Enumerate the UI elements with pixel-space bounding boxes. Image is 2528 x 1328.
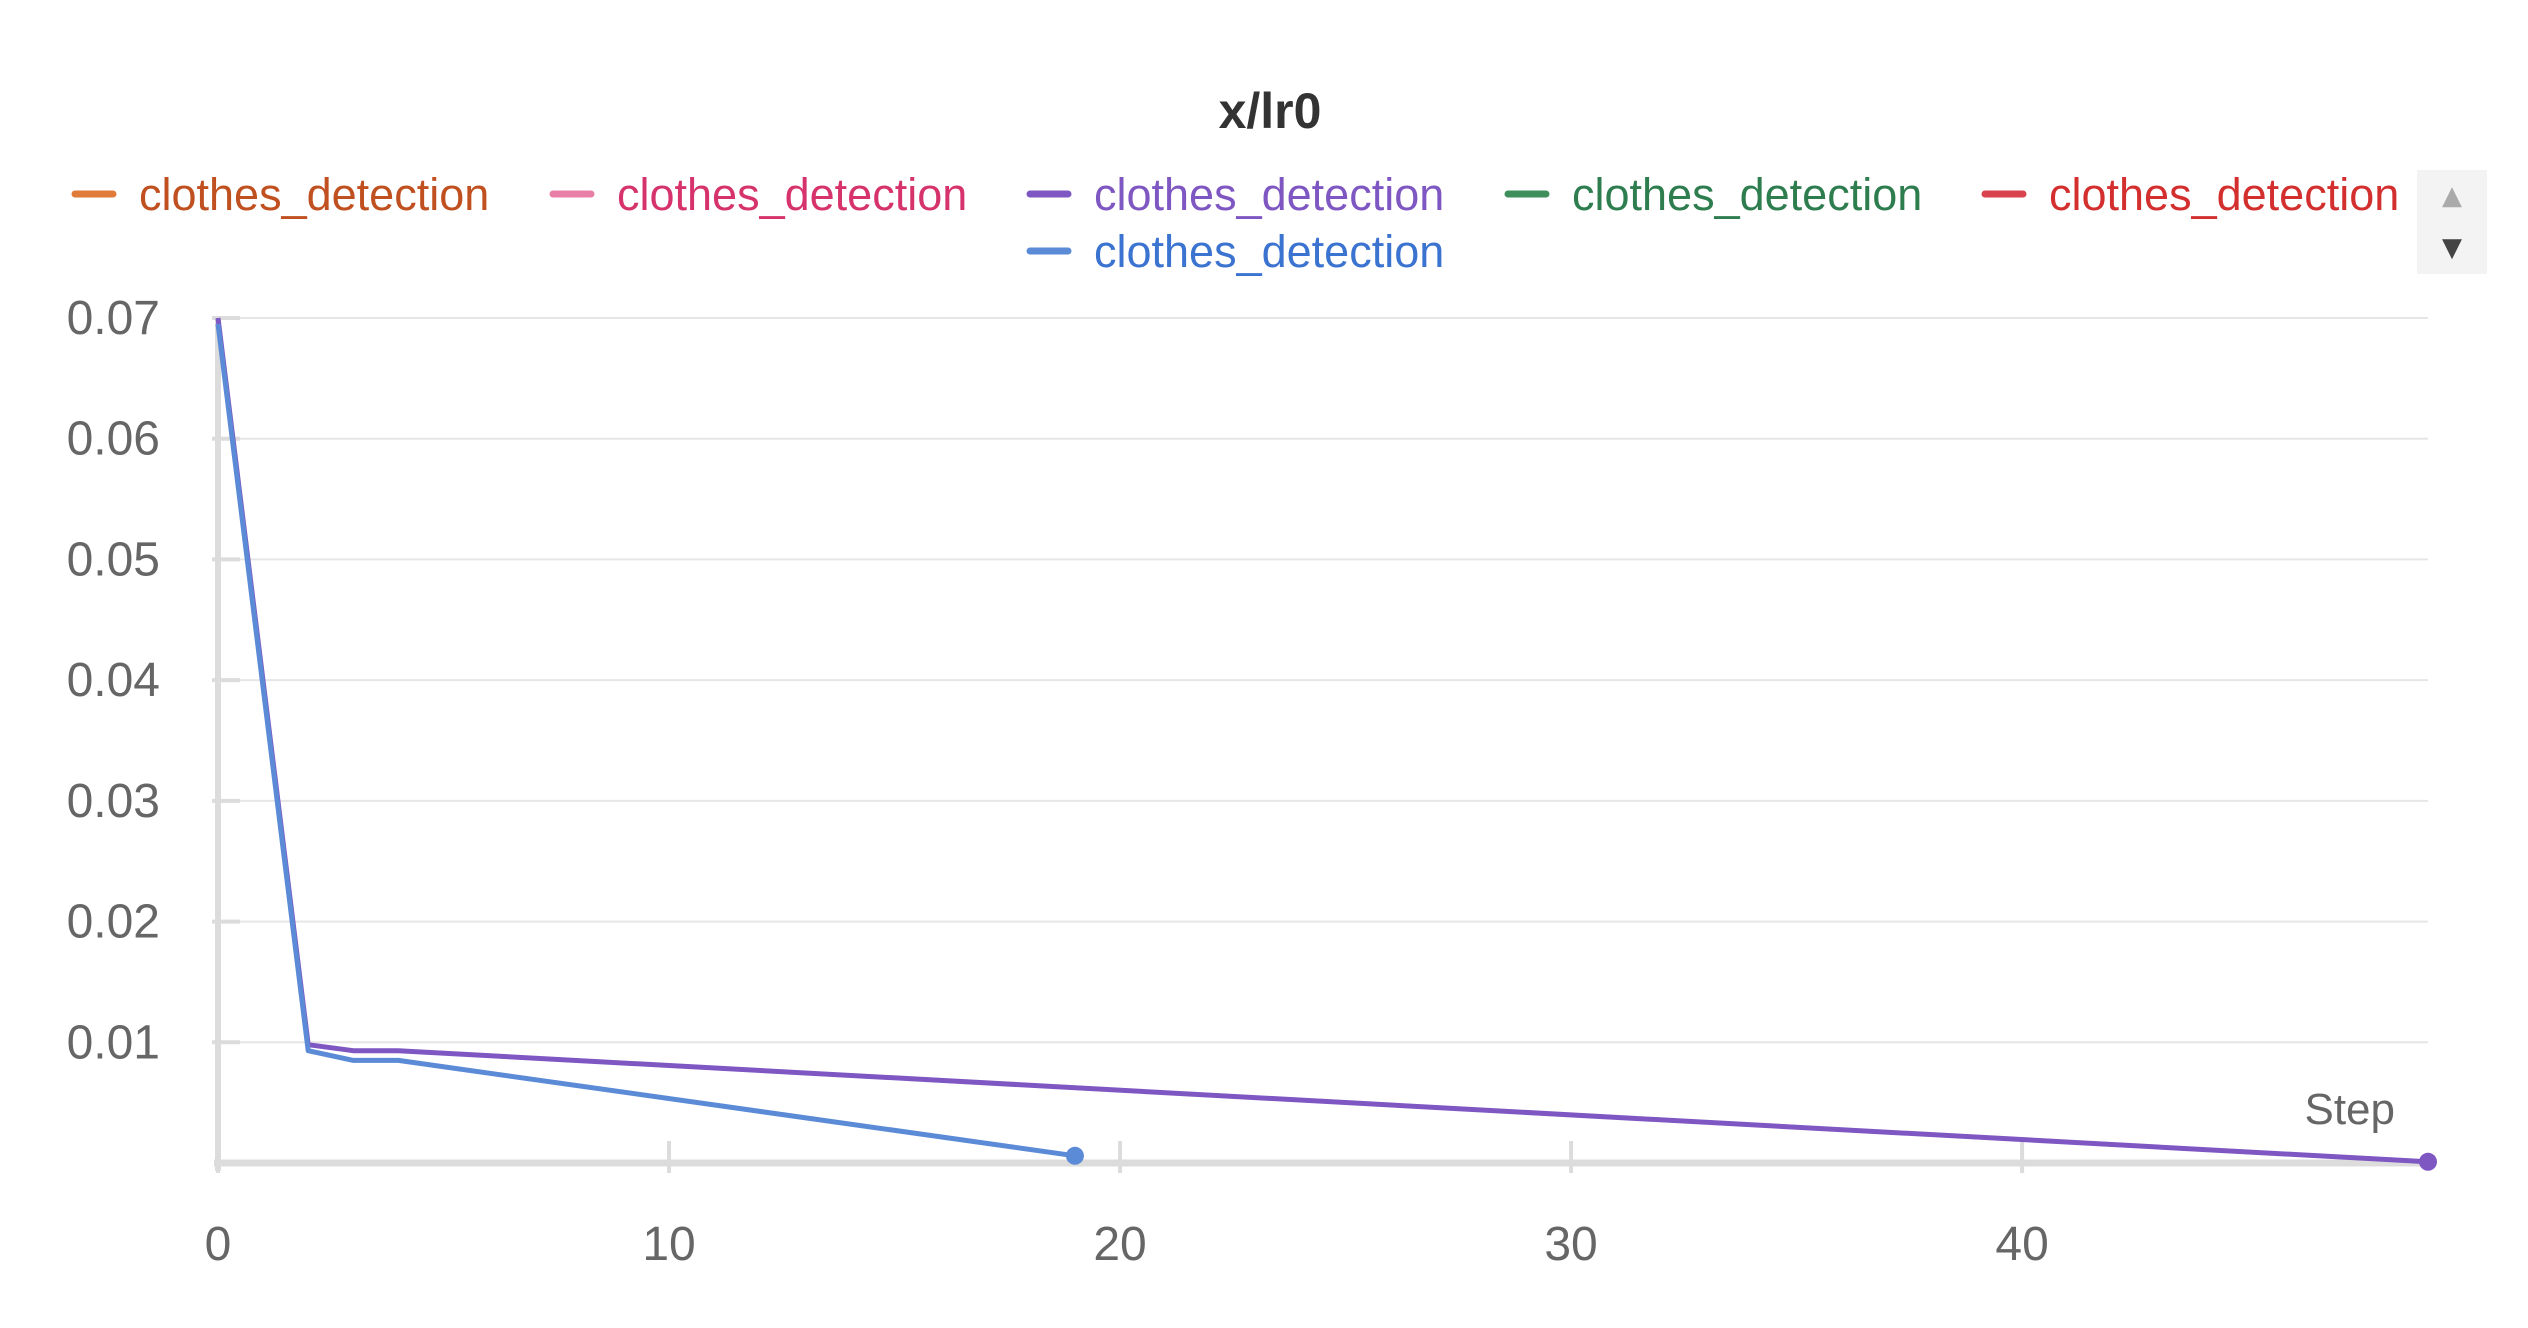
legend: clothes_detection clothes_detection clothe… [71, 169, 2399, 277]
legend-label: clothes_detection [1094, 169, 1444, 220]
y-tick-label: 0.06 [67, 413, 160, 466]
legend-label: clothes_detection [617, 169, 967, 220]
series-end-point [1065, 1146, 1084, 1165]
y-tick-label: 0.01 [67, 1016, 160, 1069]
legend-scroll-down-button[interactable]: ▼ [2417, 222, 2487, 274]
series-line [215, 323, 1076, 1159]
legend-item[interactable]: clothes_detection [71, 169, 489, 220]
legend-label: clothes_detection [1572, 169, 1922, 220]
series-line [215, 317, 2429, 1165]
x-tick-label: 40 [1995, 1218, 2048, 1271]
x-tick-label: 10 [642, 1218, 695, 1271]
legend-item[interactable]: clothes_detection [1981, 169, 2399, 220]
legend-item[interactable]: clothes_detection [1026, 226, 1444, 277]
y-tick-label: 0.04 [67, 654, 160, 707]
triangle-up-icon: ▲ [2442, 181, 2462, 211]
legend-item[interactable]: clothes_detection [1504, 169, 1922, 220]
legend-item[interactable]: clothes_detection [1026, 169, 1444, 220]
grid-lines [218, 317, 2428, 1044]
legend-item[interactable]: clothes_detection [549, 169, 967, 220]
series-lines [215, 317, 2437, 1171]
y-tick-label: 0.07 [67, 292, 160, 345]
x-tick-label: 30 [1544, 1218, 1597, 1271]
legend-label: clothes_detection [1094, 226, 1444, 277]
x-tick-label: 0 [205, 1218, 232, 1271]
legend-scroll-up-button[interactable]: ▲ [2417, 170, 2487, 222]
chart-title: x/lr0 [1219, 83, 1322, 139]
x-tick-label: 20 [1093, 1218, 1146, 1271]
axes: 0.01 0.02 0.03 0.04 0.05 0.06 0.07 0 10 20 30 40 [67, 292, 2428, 1271]
legend-label: clothes_detection [2049, 169, 2399, 220]
legend-label: clothes_detection [139, 169, 489, 220]
x-axis-label: Step [2304, 1085, 2395, 1134]
series-end-point [2419, 1152, 2437, 1171]
triangle-down-icon: ▼ [2442, 233, 2462, 263]
y-tick-label: 0.03 [67, 775, 160, 828]
y-tick-label: 0.05 [67, 533, 160, 586]
y-tick-label: 0.02 [67, 896, 160, 949]
